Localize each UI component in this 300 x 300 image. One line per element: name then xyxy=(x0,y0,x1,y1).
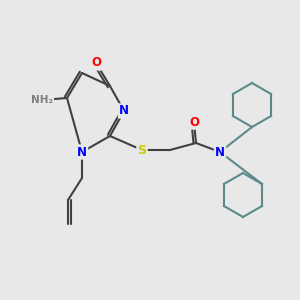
Text: N: N xyxy=(215,146,225,158)
Text: O: O xyxy=(91,56,101,70)
Text: S: S xyxy=(137,143,146,157)
Text: N: N xyxy=(77,146,87,158)
Text: NH₂: NH₂ xyxy=(31,95,53,105)
Text: O: O xyxy=(189,116,199,128)
Text: N: N xyxy=(119,104,129,118)
